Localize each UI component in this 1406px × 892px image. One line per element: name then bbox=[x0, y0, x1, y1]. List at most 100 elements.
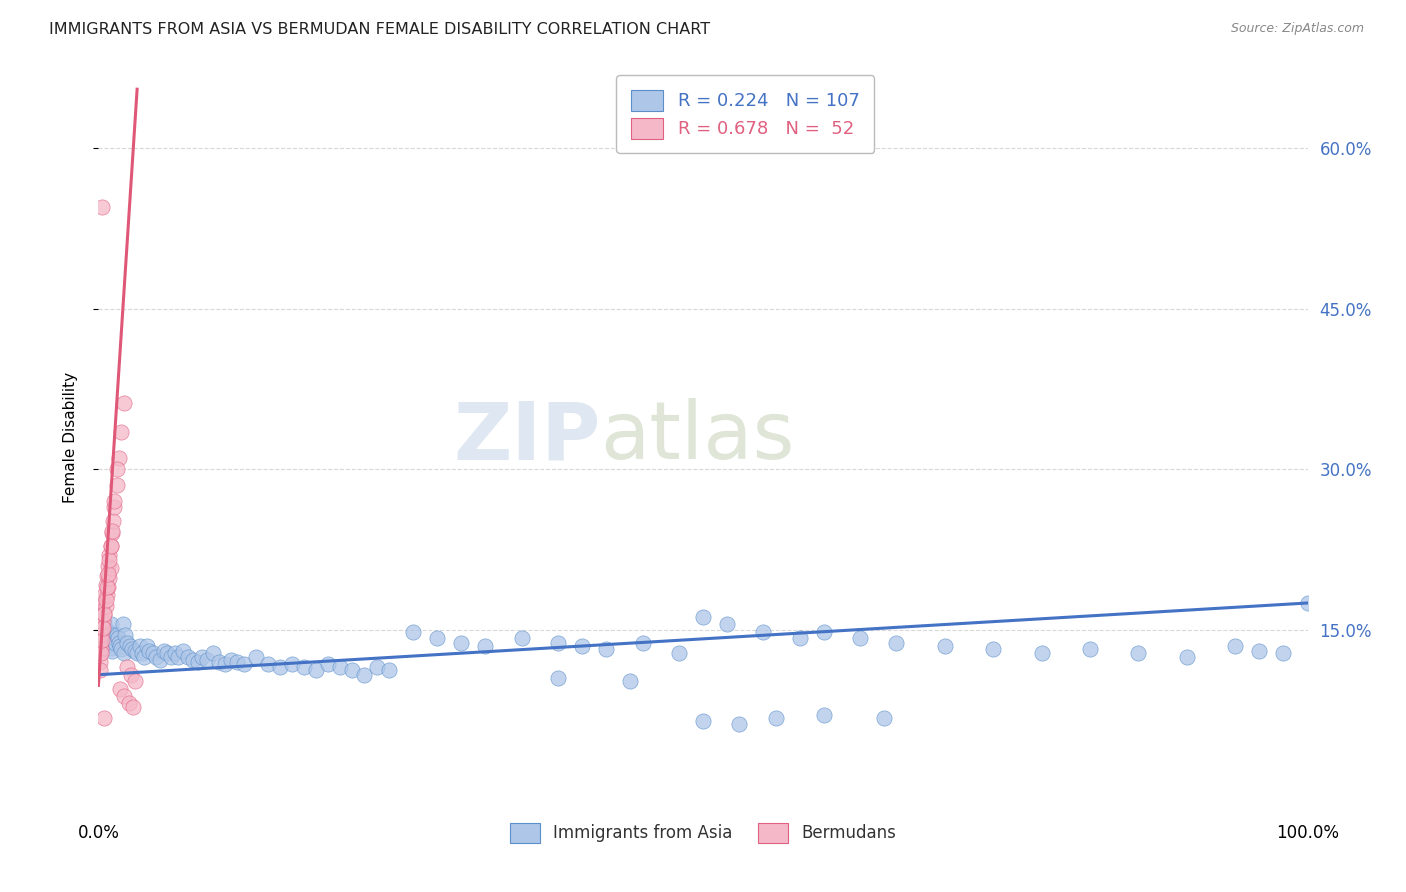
Point bbox=[117, 635, 139, 649]
Point bbox=[181, 653, 204, 667]
Point bbox=[156, 646, 179, 660]
Point bbox=[91, 635, 114, 649]
Point bbox=[89, 664, 111, 678]
Point bbox=[91, 632, 114, 646]
Point bbox=[93, 607, 115, 621]
Point bbox=[110, 425, 132, 439]
Point bbox=[96, 569, 118, 583]
Point bbox=[221, 653, 243, 667]
Point bbox=[91, 614, 114, 628]
Point bbox=[91, 621, 114, 635]
Point bbox=[108, 451, 131, 466]
Point bbox=[120, 667, 142, 681]
Point bbox=[93, 639, 115, 653]
Point bbox=[101, 628, 124, 642]
Point bbox=[873, 710, 896, 724]
Point bbox=[93, 617, 115, 632]
Point bbox=[94, 628, 117, 642]
Point bbox=[1175, 649, 1198, 664]
Point bbox=[167, 649, 190, 664]
Point bbox=[177, 649, 200, 664]
Point bbox=[450, 635, 472, 649]
Point bbox=[134, 649, 156, 664]
Point bbox=[103, 494, 125, 508]
Point bbox=[98, 638, 121, 652]
Point bbox=[108, 635, 131, 649]
Point bbox=[97, 558, 120, 573]
Point bbox=[474, 639, 496, 653]
Point bbox=[118, 639, 141, 653]
Point bbox=[292, 660, 315, 674]
Point bbox=[100, 617, 122, 632]
Point bbox=[100, 526, 122, 541]
Point bbox=[100, 539, 122, 553]
Point bbox=[329, 660, 352, 674]
Point bbox=[813, 708, 835, 723]
Point bbox=[1078, 642, 1101, 657]
Point bbox=[547, 635, 569, 649]
Point bbox=[316, 657, 339, 671]
Point bbox=[981, 642, 1004, 657]
Point bbox=[160, 649, 183, 664]
Point bbox=[172, 644, 194, 658]
Point bbox=[149, 653, 172, 667]
Point bbox=[93, 589, 115, 603]
Point bbox=[934, 639, 956, 653]
Point bbox=[152, 644, 174, 658]
Point bbox=[98, 553, 121, 567]
Point bbox=[131, 646, 153, 660]
Text: atlas: atlas bbox=[600, 398, 794, 476]
Point bbox=[571, 639, 593, 653]
Point bbox=[1128, 646, 1150, 660]
Point bbox=[89, 635, 111, 649]
Point bbox=[112, 646, 135, 660]
Point bbox=[97, 633, 120, 648]
Point bbox=[426, 632, 449, 646]
Point bbox=[124, 674, 146, 689]
Point bbox=[90, 623, 112, 637]
Point bbox=[1272, 646, 1295, 660]
Point bbox=[89, 655, 111, 669]
Point bbox=[90, 624, 112, 639]
Point bbox=[377, 664, 399, 678]
Point bbox=[94, 623, 117, 637]
Point bbox=[91, 200, 114, 214]
Point bbox=[103, 632, 125, 646]
Point bbox=[752, 624, 775, 639]
Point bbox=[232, 657, 254, 671]
Point bbox=[91, 628, 114, 642]
Point bbox=[886, 635, 908, 649]
Point bbox=[103, 500, 125, 514]
Point bbox=[96, 624, 118, 639]
Point bbox=[1296, 596, 1319, 610]
Point bbox=[90, 642, 112, 657]
Point bbox=[105, 478, 128, 492]
Point bbox=[98, 548, 121, 562]
Text: Source: ZipAtlas.com: Source: ZipAtlas.com bbox=[1230, 22, 1364, 36]
Point bbox=[208, 655, 231, 669]
Point bbox=[281, 657, 304, 671]
Point bbox=[117, 660, 139, 674]
Point bbox=[100, 640, 122, 655]
Point bbox=[765, 710, 787, 724]
Point bbox=[510, 632, 533, 646]
Point bbox=[366, 660, 388, 674]
Point bbox=[91, 596, 114, 610]
Point bbox=[191, 649, 214, 664]
Point bbox=[631, 635, 654, 649]
Point bbox=[111, 617, 134, 632]
Point bbox=[104, 635, 127, 649]
Point bbox=[96, 580, 118, 594]
Point bbox=[595, 642, 617, 657]
Text: IMMIGRANTS FROM ASIA VS BERMUDAN FEMALE DISABILITY CORRELATION CHART: IMMIGRANTS FROM ASIA VS BERMUDAN FEMALE … bbox=[49, 22, 710, 37]
Point bbox=[107, 632, 129, 646]
Point bbox=[98, 624, 121, 639]
Point bbox=[118, 696, 141, 710]
Point bbox=[100, 644, 122, 658]
Point bbox=[89, 617, 111, 632]
Point bbox=[100, 560, 122, 574]
Point bbox=[849, 632, 872, 646]
Point bbox=[1223, 639, 1246, 653]
Point bbox=[91, 614, 114, 628]
Point bbox=[138, 644, 160, 658]
